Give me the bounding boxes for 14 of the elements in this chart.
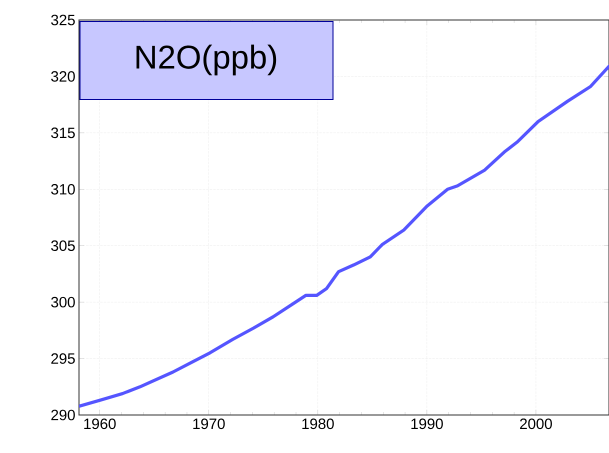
y-tick-label: 310 bbox=[51, 184, 75, 195]
x-tick-label: 1980 bbox=[302, 418, 334, 430]
y-tick-label: 295 bbox=[51, 353, 75, 364]
y-tick-label: 320 bbox=[51, 71, 75, 82]
y-tick-label: 305 bbox=[51, 240, 75, 251]
y-tick-label: 315 bbox=[51, 128, 75, 138]
x-tick-label: 1960 bbox=[84, 418, 116, 430]
x-tick-label: 1970 bbox=[193, 418, 225, 430]
y-tick-label: 325 bbox=[51, 14, 75, 26]
x-tick-label: 2000 bbox=[520, 418, 552, 430]
y-tick-label: 300 bbox=[51, 296, 75, 308]
x-tick-label: 1990 bbox=[411, 418, 443, 430]
y-tick-label: 290 bbox=[51, 410, 75, 420]
text: N2O(ppb) bbox=[136, 44, 276, 76]
